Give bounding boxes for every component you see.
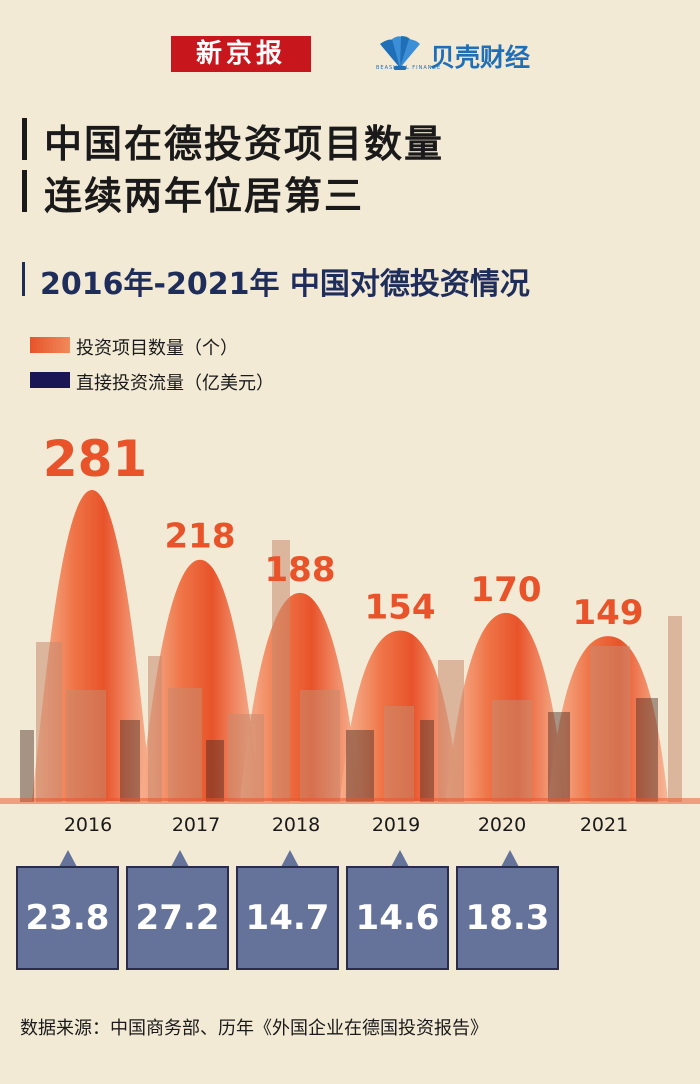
chart-title-bar (22, 262, 25, 296)
legend-label-projects: 投资项目数量（个） (76, 338, 238, 359)
chart-title: 2016年-2021年 中国对德投资情况 (40, 267, 530, 302)
flow-value-2020: 18.3 (456, 866, 559, 970)
value-label-2017: 218 (165, 517, 236, 557)
value-label-2021: 149 (573, 593, 644, 633)
legend-swatch-projects (30, 337, 70, 353)
x-label-2019: 2019 (372, 814, 420, 836)
value-label-2018: 188 (265, 550, 336, 590)
flow-pointer-2016 (59, 850, 77, 867)
flow-pointer-2020 (501, 850, 519, 867)
x-label-2018: 2018 (272, 814, 320, 836)
headline-bar-1 (22, 118, 27, 160)
flow-value-2017: 27.2 (126, 866, 229, 970)
headline-line-2: 连续两年位居第三 (44, 174, 365, 218)
shell-logo-icon (380, 36, 420, 70)
x-label-2017: 2017 (172, 814, 220, 836)
x-label-2020: 2020 (478, 814, 526, 836)
beike-logo-text: 贝壳财经 (430, 43, 531, 72)
x-label-2016: 2016 (64, 814, 112, 836)
headline-line-1: 中国在德投资项目数量 (44, 122, 445, 166)
data-source: 数据来源：中国商务部、历年《外国企业在德国投资报告》 (20, 1018, 488, 1039)
legend-swatch-flow (30, 372, 70, 388)
beike-logo-subtext: BEASHELL FINANCE (376, 65, 442, 71)
flow-pointer-2018 (281, 850, 299, 867)
flow-pointer-2017 (171, 850, 189, 867)
flow-value-2016: 23.8 (16, 866, 119, 970)
flow-value-2018: 14.7 (236, 866, 339, 970)
legend-label-flow: 直接投资流量（亿美元） (76, 373, 274, 394)
value-label-2016: 281 (43, 430, 147, 488)
headline-bar-2 (22, 170, 27, 212)
flow-value-2019: 14.6 (346, 866, 449, 970)
flow-pointer-2019 (391, 850, 409, 867)
project-count-chart: 281 218 188 154 170 149 2016 2017 2018 2019 2020 2… (0, 430, 700, 836)
value-label-2020: 170 (471, 570, 542, 610)
value-label-2019: 154 (365, 588, 436, 628)
x-label-2021: 2021 (580, 814, 628, 836)
xinjingbao-logo: 新京报 (171, 36, 311, 72)
